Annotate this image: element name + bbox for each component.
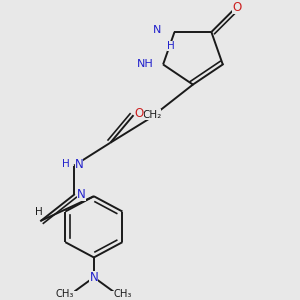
Text: H: H	[62, 159, 70, 169]
Text: O: O	[135, 107, 144, 120]
Text: O: O	[232, 1, 242, 14]
Text: CH₂: CH₂	[142, 110, 161, 120]
Text: NH: NH	[136, 59, 153, 70]
Text: CH₃: CH₃	[56, 289, 74, 299]
Text: N: N	[77, 188, 86, 201]
Text: CH₃: CH₃	[114, 289, 132, 299]
Text: N: N	[89, 271, 98, 284]
Text: N: N	[153, 26, 161, 35]
Text: H: H	[35, 207, 43, 217]
Text: N: N	[75, 158, 83, 171]
Text: H: H	[167, 41, 175, 51]
